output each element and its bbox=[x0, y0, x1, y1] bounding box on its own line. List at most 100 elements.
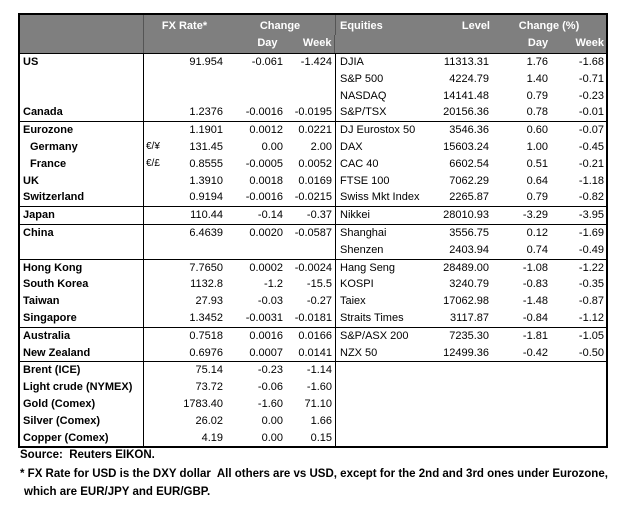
row-label: Australia bbox=[20, 327, 144, 345]
equity-change-week-value: -1.12 bbox=[578, 311, 604, 324]
row-label bbox=[20, 70, 144, 88]
table-row: Light crude (NYMEX) 73.72 -0.06 -1.60 bbox=[20, 379, 606, 396]
equity-change-day-value: -1.08 bbox=[522, 261, 548, 274]
currency-pair-symbol bbox=[144, 71, 166, 88]
equity-change-day-value: 0.78 bbox=[526, 106, 548, 119]
table-row: China 6.4639 0.0020 -0.0587 Shanghai 3556.75 0… bbox=[20, 223, 606, 242]
equity-level-value bbox=[436, 362, 491, 379]
equity-name: KOSPI bbox=[335, 276, 436, 294]
currency-pair-symbol bbox=[144, 362, 166, 379]
fx-change-day-value: -0.06 bbox=[257, 381, 283, 394]
equity-level-value bbox=[436, 430, 491, 447]
currency-pair-symbol bbox=[144, 207, 166, 224]
row-label: Taiwan bbox=[20, 293, 144, 310]
equity-change-week-value: -0.50 bbox=[578, 346, 604, 359]
equity-change-week-value: -0.49 bbox=[578, 243, 604, 256]
table-row: South Korea 1132.8 -1.2 -15.5 KOSPI 3240.79 -0… bbox=[20, 276, 606, 294]
equity-name: Shanghai bbox=[335, 224, 436, 242]
fx-change-day-value: 0.0020 bbox=[249, 226, 283, 239]
fx-change-week-value: 0.15 bbox=[310, 431, 332, 444]
fx-change-day-value: 0.0012 bbox=[249, 124, 283, 137]
equity-name: Hang Seng bbox=[335, 259, 436, 277]
equity-name: Swiss Mkt Index bbox=[335, 189, 436, 207]
equity-level-value: 28010.93 bbox=[443, 209, 489, 222]
fx-rate-value: 4.19 bbox=[201, 431, 223, 444]
fx-change-week-value: -0.27 bbox=[306, 295, 332, 308]
currency-pair-symbol bbox=[144, 54, 166, 71]
row-label: South Korea bbox=[20, 276, 144, 294]
fx-rate-value: 6.4639 bbox=[189, 226, 223, 239]
table-row: NASDAQ 14141.48 0.79 -0.23 bbox=[20, 87, 606, 105]
fx-change-week-value: -1.424 bbox=[300, 56, 332, 68]
equity-level-value: 3546.36 bbox=[449, 124, 489, 137]
equity-change-week-value: -0.21 bbox=[578, 157, 604, 170]
equity-week-column-header: Week bbox=[575, 37, 605, 49]
fx-change-day-value: -0.03 bbox=[257, 295, 283, 308]
equity-change-week-value: -0.07 bbox=[578, 124, 604, 137]
fx-rate-value bbox=[166, 242, 225, 259]
equity-name bbox=[335, 379, 436, 396]
row-label: Eurozone bbox=[20, 122, 144, 139]
fx-change-day-value: 0.0002 bbox=[249, 261, 283, 274]
currency-pair-symbol bbox=[144, 310, 166, 327]
table-row: Eurozone 1.1901 0.0012 0.0221 DJ Eurostox 50… bbox=[20, 121, 606, 139]
fx-rate-value: 7.7650 bbox=[189, 261, 223, 274]
equity-change-week-value: -0.45 bbox=[578, 140, 604, 153]
currency-pair-symbol bbox=[144, 173, 166, 190]
fx-change-week-value: -0.0195 bbox=[294, 106, 332, 119]
equity-change-day-value: 0.12 bbox=[526, 226, 548, 239]
row-label: US bbox=[20, 54, 144, 71]
fx-change-day-value: 0.00 bbox=[261, 140, 283, 153]
row-label: Light crude (NYMEX) bbox=[20, 379, 144, 396]
currency-pair-symbol: €/£ bbox=[146, 157, 160, 169]
fx-change-day-value: 0.00 bbox=[261, 431, 283, 444]
row-label: New Zealand bbox=[20, 344, 144, 362]
currency-pair-symbol bbox=[144, 242, 166, 259]
row-label: Brent (ICE) bbox=[20, 362, 144, 380]
row-label: Canada bbox=[20, 104, 144, 122]
fx-rate-value: 1.1901 bbox=[189, 124, 223, 137]
equities-column-header: Equities bbox=[335, 15, 437, 35]
table-row: Brent (ICE) 75.14 -0.23 -1.14 bbox=[20, 361, 606, 380]
fx-rate-value bbox=[166, 88, 225, 105]
currency-pair-symbol bbox=[144, 88, 166, 105]
table-row: Silver (Comex) 26.02 0.00 1.66 bbox=[20, 412, 606, 430]
equity-level-value: 3117.87 bbox=[450, 311, 489, 324]
equity-level-value: 6602.54 bbox=[449, 157, 489, 170]
row-label: Singapore bbox=[20, 309, 144, 327]
fx-change-week-value: 0.0166 bbox=[298, 329, 332, 342]
equity-name: DJ Eurostox 50 bbox=[335, 122, 436, 139]
equity-name: Shenzen bbox=[335, 241, 436, 259]
currency-pair-symbol bbox=[144, 225, 166, 242]
equity-change-day-value: -1.81 bbox=[522, 329, 548, 342]
fx-rate-value: 0.7518 bbox=[189, 329, 223, 342]
equity-name: FTSE 100 bbox=[335, 172, 436, 190]
currency-pair-symbol bbox=[144, 260, 166, 277]
fx-change-week-value: -0.0587 bbox=[294, 226, 332, 239]
row-label: Copper (Comex) bbox=[20, 429, 144, 447]
equity-level-value: 3240.79 bbox=[449, 278, 489, 291]
equity-change-day-value: 0.79 bbox=[526, 89, 548, 102]
equity-change-day-value: 0.64 bbox=[526, 174, 548, 187]
fx-rate-value: 73.72 bbox=[195, 381, 223, 394]
fx-change-week-value: 0.0221 bbox=[298, 124, 332, 137]
equity-change-day-value: 0.60 bbox=[526, 124, 548, 137]
fx-rate-value: 110.44 bbox=[190, 209, 223, 222]
equity-name: S&P/TSX bbox=[335, 104, 436, 122]
table-row: Gold (Comex) 1783.40 -1.60 71.10 bbox=[20, 395, 606, 413]
fx-rate-value: 1783.40 bbox=[183, 397, 223, 410]
equity-name bbox=[335, 412, 436, 430]
fx-rate-value: 0.9194 bbox=[189, 191, 223, 204]
fx-change-day-value: 0.0016 bbox=[249, 329, 283, 342]
table-body: US 91.954 -0.061 -1.424 DJIA 11313.31 1.76 -1.6… bbox=[20, 54, 606, 447]
currency-pair-symbol bbox=[144, 328, 166, 345]
equity-change-week-value: -1.05 bbox=[578, 329, 604, 342]
fx-rate-value: 27.93 bbox=[195, 295, 223, 308]
fx-rate-value: 0.6976 bbox=[189, 346, 223, 359]
equity-change-day-value: 0.79 bbox=[526, 191, 548, 204]
table-row: US 91.954 -0.061 -1.424 DJIA 11313.31 1.76 -1.6… bbox=[20, 54, 606, 71]
fx-equities-table: FX Rate* Change Equities Level Change (%… bbox=[18, 13, 608, 449]
currency-pair-symbol bbox=[144, 293, 166, 310]
fx-change-day-value: -1.60 bbox=[257, 397, 283, 410]
fx-change-day-value: -0.14 bbox=[257, 209, 283, 222]
